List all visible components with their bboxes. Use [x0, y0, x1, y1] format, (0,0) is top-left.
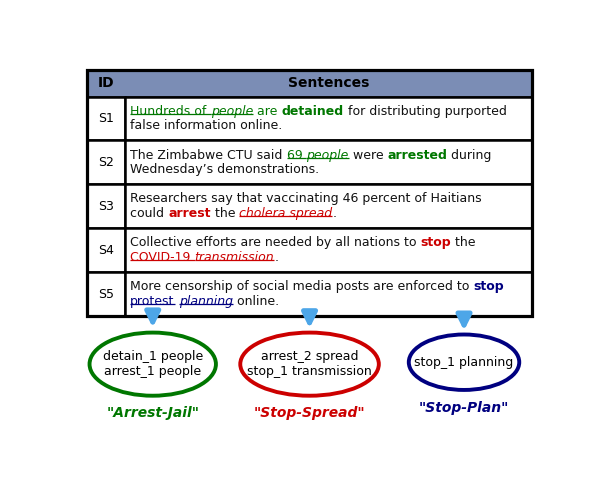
Text: The Zimbabwe CTU said: The Zimbabwe CTU said: [130, 148, 287, 162]
Text: Sentences: Sentences: [288, 76, 369, 90]
Text: stop: stop: [421, 236, 451, 250]
Text: S2: S2: [98, 156, 114, 169]
Text: arrest_2 spread
stop_1 transmission: arrest_2 spread stop_1 transmission: [247, 350, 372, 378]
Text: online.: online.: [233, 295, 279, 308]
Text: COVID-19: COVID-19: [130, 251, 194, 264]
Text: are: are: [253, 104, 281, 118]
Text: the: the: [211, 207, 239, 220]
Text: people: people: [211, 104, 253, 118]
Bar: [87, 272, 124, 316]
Text: .: .: [332, 207, 336, 220]
Text: Collective efforts are needed by all nations to: Collective efforts are needed by all nat…: [130, 236, 421, 250]
Text: Researchers say that vaccinating 46 percent of Haitians: Researchers say that vaccinating 46 perc…: [130, 192, 482, 205]
Text: .: .: [274, 251, 278, 264]
Text: 69: 69: [287, 148, 306, 162]
Bar: [124, 96, 532, 140]
Ellipse shape: [89, 332, 216, 396]
Text: people: people: [306, 148, 349, 162]
Text: "Stop-Spread": "Stop-Spread": [254, 406, 365, 420]
Text: S4: S4: [98, 244, 114, 256]
Text: arrest: arrest: [169, 207, 211, 220]
Text: Wednesday’s demonstrations.: Wednesday’s demonstrations.: [130, 163, 320, 176]
Text: were: were: [349, 148, 387, 162]
Text: stop: stop: [474, 280, 504, 293]
Text: More censorship of social media posts are enforced to: More censorship of social media posts ar…: [130, 280, 474, 293]
Bar: [87, 228, 124, 272]
Text: S5: S5: [98, 288, 114, 300]
Text: stop_1 planning: stop_1 planning: [414, 356, 513, 368]
Text: protest: protest: [130, 295, 175, 308]
Text: Hundreds of: Hundreds of: [130, 104, 211, 118]
Text: transmission: transmission: [194, 251, 274, 264]
Bar: [124, 272, 532, 316]
Text: cholera spread: cholera spread: [239, 207, 332, 220]
Bar: [87, 140, 124, 184]
Text: the: the: [451, 236, 476, 250]
Text: "Arrest-Jail": "Arrest-Jail": [106, 406, 199, 420]
Text: arrested: arrested: [387, 148, 448, 162]
Ellipse shape: [240, 332, 379, 396]
Bar: [87, 70, 532, 316]
Text: S1: S1: [98, 112, 114, 125]
Bar: [124, 228, 532, 272]
Text: could: could: [130, 207, 169, 220]
Text: during: during: [448, 148, 492, 162]
Bar: [124, 184, 532, 228]
Ellipse shape: [409, 334, 519, 390]
Bar: [124, 140, 532, 184]
Text: false information online.: false information online.: [130, 120, 283, 132]
Bar: [87, 184, 124, 228]
Text: ID: ID: [98, 76, 114, 90]
Text: "Stop-Plan": "Stop-Plan": [419, 400, 509, 414]
Bar: [87, 70, 532, 96]
Text: S3: S3: [98, 200, 114, 213]
Bar: [87, 96, 124, 140]
Text: detained: detained: [281, 104, 344, 118]
Text: planning: planning: [179, 295, 233, 308]
Text: for distributing purported: for distributing purported: [344, 104, 506, 118]
Text: detain_1 people
arrest_1 people: detain_1 people arrest_1 people: [103, 350, 203, 378]
